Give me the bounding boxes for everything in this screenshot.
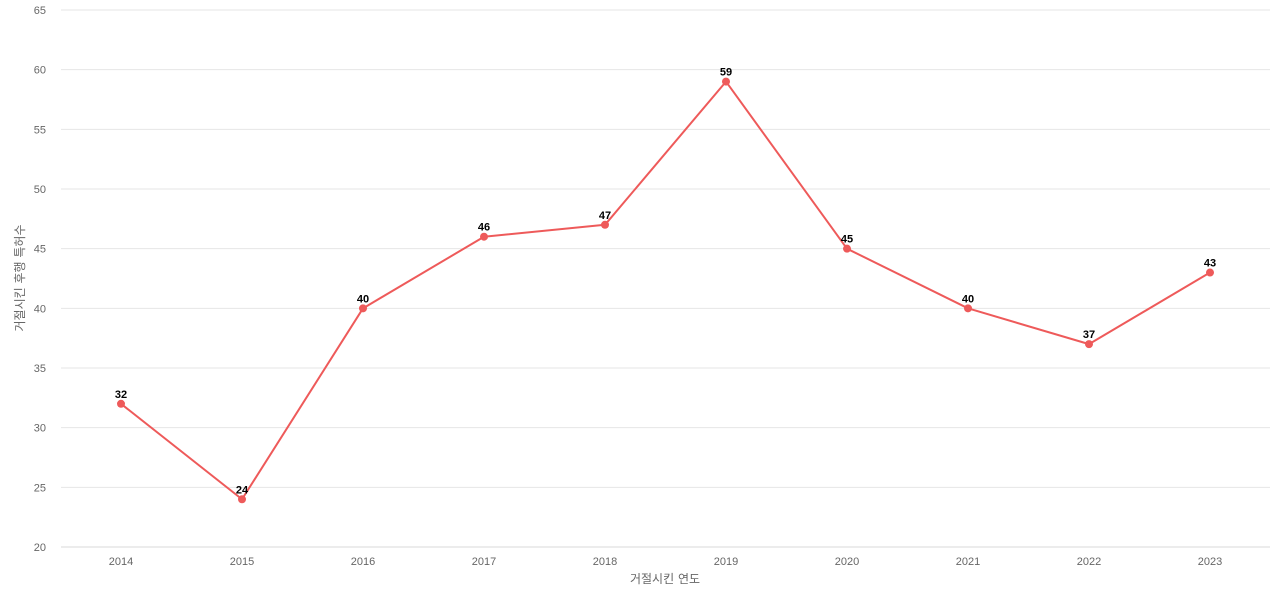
x-tick-label: 2018 [593, 556, 617, 568]
data-label: 59 [720, 67, 732, 79]
y-tick-label: 60 [34, 65, 46, 77]
data-point [1085, 340, 1093, 349]
data-label: 43 [1204, 258, 1216, 270]
y-tick-label: 35 [34, 363, 46, 375]
y-tick-label: 65 [34, 5, 46, 17]
x-tick-label: 2023 [1198, 556, 1222, 568]
y-tick-label: 50 [34, 184, 46, 196]
data-point [117, 399, 125, 408]
x-tick-label: 2021 [956, 556, 980, 568]
data-point [359, 304, 367, 313]
y-tick-label: 45 [34, 244, 46, 256]
data-point [722, 77, 730, 86]
data-point [480, 232, 488, 241]
y-tick-label: 20 [34, 542, 46, 554]
data-label: 32 [115, 389, 127, 401]
data-point [601, 220, 609, 229]
data-label: 37 [1083, 329, 1095, 341]
data-label: 45 [841, 234, 853, 246]
data-label-layer: 32 24 40 46 47 59 45 40 37 43 [115, 67, 1216, 497]
x-tick-label: 2017 [472, 556, 496, 568]
data-point [238, 495, 246, 504]
x-tick-label: 2022 [1077, 556, 1101, 568]
x-tick-label: 2020 [835, 556, 859, 568]
y-tick-label: 30 [34, 423, 46, 435]
x-tick-label: 2014 [109, 556, 133, 568]
data-point [964, 304, 972, 313]
x-tick-label: 2016 [351, 556, 375, 568]
x-axis-ticks: 2014 2015 2016 2017 2018 2019 2020 2021 2022 2023 [109, 556, 1222, 568]
y-tick-label: 55 [34, 124, 46, 136]
y-axis-ticks: 20 25 30 35 40 45 50 55 60 65 [34, 5, 46, 554]
x-tick-label: 2019 [714, 556, 738, 568]
data-point [1206, 268, 1214, 277]
x-axis-title: 거절시킨 연도 [630, 572, 700, 586]
grid-layer [61, 9, 1270, 548]
y-tick-label: 40 [34, 303, 46, 315]
data-label: 40 [962, 293, 974, 305]
x-tick-label: 2015 [230, 556, 254, 568]
y-tick-label: 25 [34, 482, 46, 494]
data-label: 47 [599, 210, 611, 222]
data-point [843, 244, 851, 253]
data-label: 40 [357, 293, 369, 305]
data-label: 24 [236, 484, 249, 496]
series-layer [117, 77, 1214, 504]
series-line [120, 80, 1211, 501]
y-axis-title: 거절시킨 후행 특허수 [12, 225, 27, 332]
data-label: 46 [478, 222, 490, 234]
